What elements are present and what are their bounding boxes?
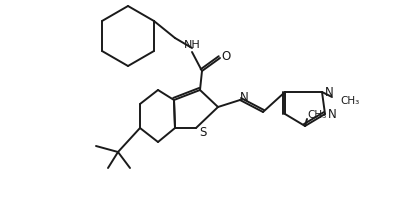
Text: CH₃: CH₃ xyxy=(306,110,326,119)
Text: N: N xyxy=(324,86,333,99)
Text: O: O xyxy=(221,49,230,62)
Text: CH₃: CH₃ xyxy=(339,95,358,105)
Text: N: N xyxy=(327,108,336,121)
Text: N: N xyxy=(239,91,248,104)
Text: NH: NH xyxy=(183,40,200,50)
Text: S: S xyxy=(199,126,206,139)
